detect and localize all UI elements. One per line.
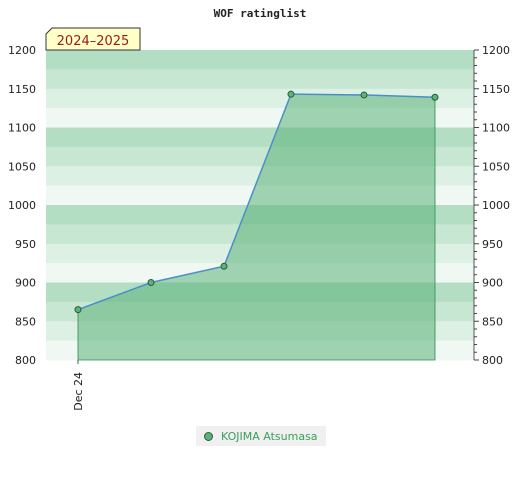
y-tick-label-right: 1100 (482, 122, 510, 135)
legend-label: KOJIMA Atsumasa (221, 429, 318, 443)
season-label-box: 2024–2025 (45, 27, 141, 51)
y-tick-label-right: 950 (482, 238, 503, 251)
y-tick-label-right: 900 (482, 277, 503, 290)
series-area (74, 90, 439, 361)
data-point (147, 279, 155, 286)
grid-band (46, 69, 474, 90)
x-tick-label: Dec 24 (72, 372, 85, 411)
y-tick-label-left: 1100 (8, 122, 36, 135)
legend-marker-icon (204, 431, 213, 441)
chart-title: WOF ratinglist (214, 7, 307, 20)
series-line (77, 93, 436, 311)
data-point (74, 306, 82, 314)
y-tick-label-right: 1000 (482, 199, 510, 212)
y-tick-label-left: 850 (15, 315, 36, 328)
y-tick-label-left: 1200 (8, 44, 36, 57)
y-tick-label-left: 1150 (8, 83, 36, 96)
axes: 800 800 850 850 900 900 950 950 1000 1000 1050 1050… (8, 44, 510, 411)
y-tick-label-left: 800 (15, 354, 36, 367)
y-tick-label-right: 1150 (482, 83, 510, 96)
y-tick-label-right: 1050 (482, 160, 510, 173)
data-point (220, 262, 228, 270)
season-label: 2024–2025 (57, 34, 130, 49)
y-tick-label-left: 1050 (8, 160, 36, 173)
y-tick-label-left: 1000 (8, 199, 36, 212)
legend: KOJIMA Atsumasa (196, 426, 326, 446)
data-point (287, 90, 295, 98)
y-tick-label-left: 900 (15, 277, 36, 290)
y-tick-label-right: 850 (482, 315, 503, 328)
data-point (360, 91, 368, 99)
data-point (431, 93, 439, 101)
y-tick-label-right: 800 (482, 354, 503, 367)
y-tick-label-left: 950 (15, 238, 36, 251)
grid-band (46, 50, 474, 70)
y-tick-label-right: 1200 (482, 44, 510, 57)
